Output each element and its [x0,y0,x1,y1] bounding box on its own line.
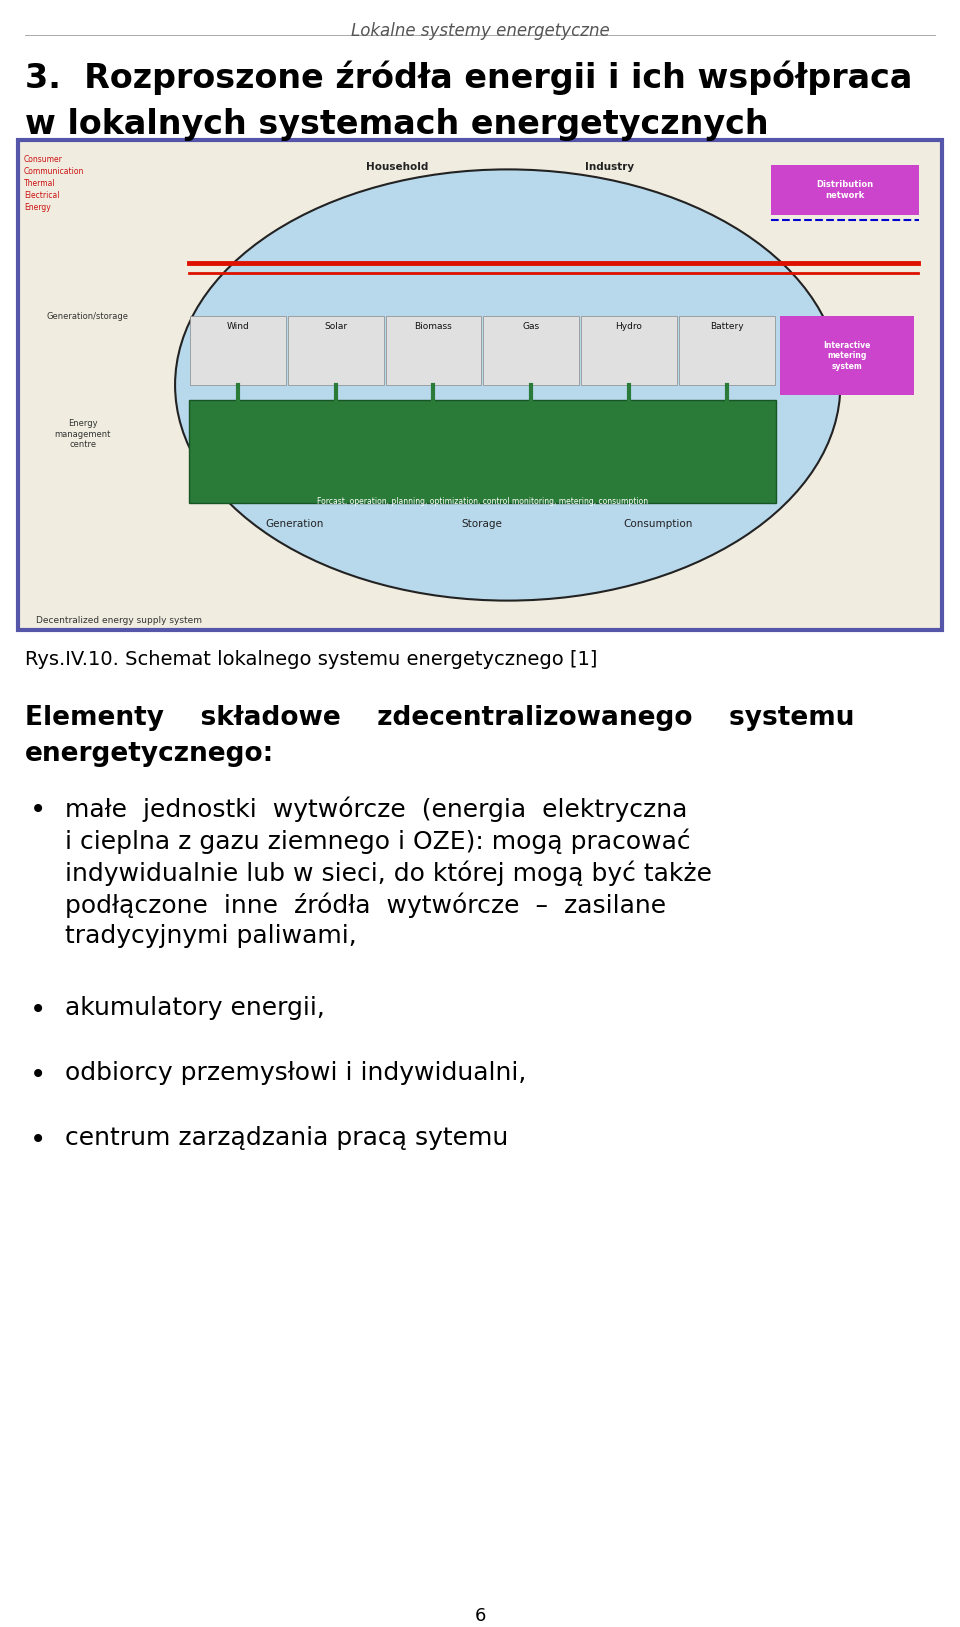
Text: Rys.IV.10. Schemat lokalnego systemu energetycznego [1]: Rys.IV.10. Schemat lokalnego systemu ene… [25,651,597,669]
Text: Thermal: Thermal [24,179,56,189]
Bar [189,400,776,503]
Bar [288,316,384,386]
FancyBboxPatch shape [780,316,914,395]
Text: Biomass: Biomass [415,322,452,332]
Text: Decentralized energy supply system: Decentralized energy supply system [36,617,202,625]
Bar [679,316,775,386]
Text: •: • [30,1061,46,1088]
Text: Lokalne systemy energetyczne: Lokalne systemy energetyczne [350,23,610,41]
Text: Generation/storage: Generation/storage [46,312,129,321]
Text: Consumption: Consumption [624,519,693,529]
Text: Industry: Industry [585,163,634,172]
Text: Elementy    składowe    zdecentralizowanego    systemu: Elementy składowe zdecentralizowanego sy… [25,704,854,731]
Text: Consumer: Consumer [24,155,62,164]
Bar [386,316,481,386]
Text: centrum zarządzania pracą sytemu: centrum zarządzania pracą sytemu [65,1126,508,1150]
Text: Distribution
network: Distribution network [816,181,874,200]
Text: •: • [30,796,46,823]
Bar [190,316,286,386]
Text: małe  jednostki  wytwórcze  (energia  elektryczna: małe jednostki wytwórcze (energia elektr… [65,796,687,822]
Bar [18,140,942,630]
Text: Gas: Gas [522,322,540,332]
Text: Interactive
metering
system: Interactive metering system [823,340,871,371]
Text: tradycyjnymi paliwami,: tradycyjnymi paliwami, [65,924,357,949]
Text: podłączone  inne  źródła  wytwórcze  –  zasilane: podłączone inne źródła wytwórcze – zasil… [65,892,666,918]
Text: akumulatory energii,: akumulatory energii, [65,996,324,1020]
Text: Energy
management
centre: Energy management centre [55,420,110,449]
Text: indywidualnie lub w sieci, do której mogą być także: indywidualnie lub w sieci, do której mog… [65,861,712,885]
FancyBboxPatch shape [771,164,919,215]
Text: energetycznego:: energetycznego: [25,740,275,766]
Text: Communication: Communication [24,168,84,176]
Text: w lokalnych systemach energetycznych: w lokalnych systemach energetycznych [25,107,769,142]
Text: 3.  Rozproszone źródła energii i ich współpraca: 3. Rozproszone źródła energii i ich wspó… [25,60,912,94]
Text: Forcast, operation, planning, optimization, control monitoring, metering, consum: Forcast, operation, planning, optimizati… [317,496,648,506]
Text: Electrical: Electrical [24,190,60,200]
Text: Solar: Solar [324,322,348,332]
Text: Generation: Generation [265,519,324,529]
Text: Household: Household [366,163,428,172]
Text: Battery: Battery [710,322,744,332]
Bar [483,316,579,386]
Text: Energy: Energy [24,203,51,212]
Text: odbiorcy przemysłowi i indywidualni,: odbiorcy przemysłowi i indywidualni, [65,1061,526,1085]
Text: Storage: Storage [462,519,503,529]
Bar [581,316,677,386]
Ellipse shape [175,169,840,600]
Text: •: • [30,1126,46,1154]
Text: i cieplna z gazu ziemnego i OZE): mogą pracować: i cieplna z gazu ziemnego i OZE): mogą p… [65,828,690,854]
Text: Wind: Wind [227,322,250,332]
Text: •: • [30,996,46,1023]
Text: 6: 6 [474,1607,486,1625]
Text: Hydro: Hydro [615,322,642,332]
